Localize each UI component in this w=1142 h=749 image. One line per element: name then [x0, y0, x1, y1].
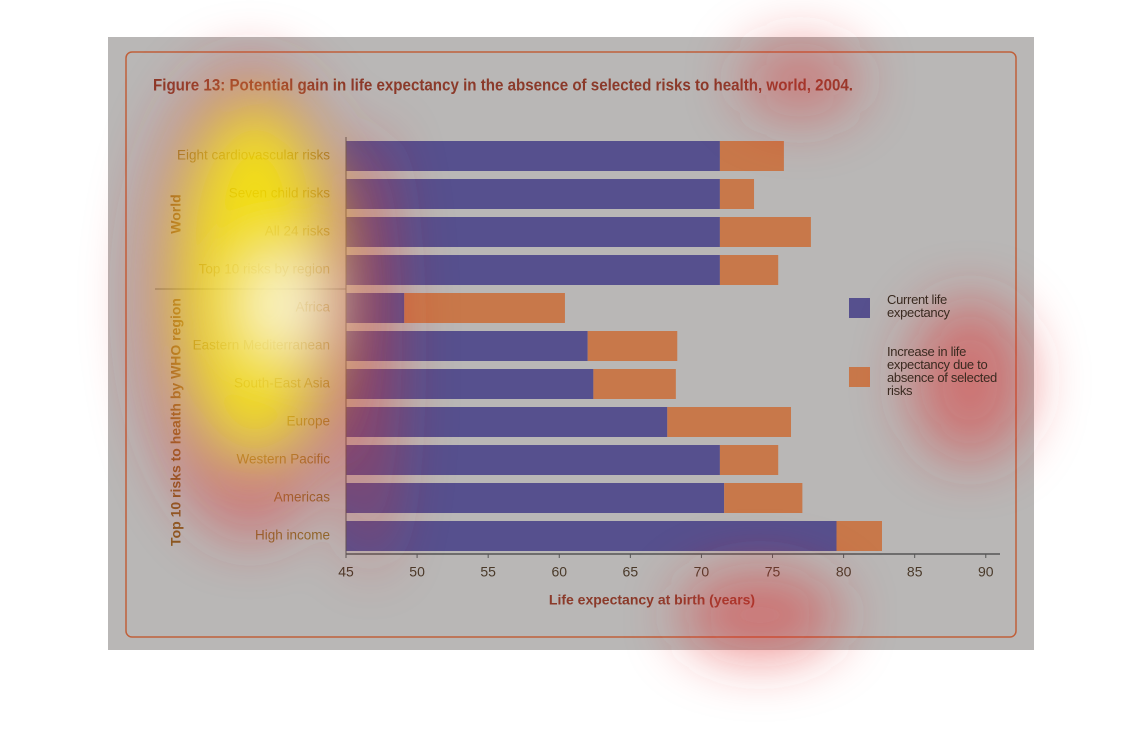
bar-segment: [719, 141, 784, 171]
x-tick-label: 65: [623, 564, 639, 580]
bar-segment: [346, 331, 588, 361]
x-tick-label: 55: [480, 564, 496, 580]
x-tick-label: 70: [694, 564, 710, 580]
bar-segment: [346, 407, 668, 437]
bar-segment: [719, 445, 779, 475]
bar-segment: [719, 217, 811, 247]
x-tick-label: 60: [551, 564, 567, 580]
bar-segment: [346, 255, 720, 285]
x-tick-label: 50: [409, 564, 425, 580]
y-tick-label: Western Pacific: [236, 452, 330, 467]
x-tick-label: 45: [338, 564, 354, 580]
bar-segment: [593, 369, 676, 399]
bar-segment: [836, 521, 882, 551]
x-axis-label: Life expectancy at birth (years): [549, 592, 755, 608]
legend-swatch: [849, 298, 870, 318]
x-tick-label: 90: [978, 564, 994, 580]
bar-segment: [346, 483, 725, 513]
y-tick-label: Top 10 risks by region: [199, 262, 330, 277]
legend-swatch: [849, 367, 870, 387]
y-tick-label: Europe: [286, 414, 330, 429]
legend-label: Increase in life expectancy due to absen…: [887, 344, 997, 398]
bar-segment: [719, 255, 779, 285]
bar-segment: [404, 293, 565, 323]
bar-segment: [667, 407, 792, 437]
bar-segment: [719, 179, 755, 209]
bar-segment: [346, 369, 594, 399]
bar-segment: [346, 141, 720, 171]
bar-segment: [346, 445, 720, 475]
bar-segment: [346, 179, 720, 209]
legend-label: Current life expectancy: [887, 292, 950, 320]
y-tick-label: High income: [255, 528, 330, 543]
y-tick-label: South-East Asia: [234, 376, 331, 391]
bar-segment: [346, 521, 837, 551]
x-tick-label: 80: [836, 564, 852, 580]
y-tick-label: All 24 risks: [265, 224, 331, 239]
y-tick-label: Seven child risks: [229, 186, 331, 201]
bar-segment: [724, 483, 803, 513]
chart-title: Figure 13: Potential gain in life expect…: [153, 75, 853, 94]
y-tick-label: Eight cardiovascular risks: [177, 148, 330, 163]
y-tick-label: Africa: [295, 300, 330, 315]
x-tick-label: 85: [907, 564, 923, 580]
x-tick-label: 75: [765, 564, 781, 580]
y-tick-label: Eastern Mediterranean: [193, 338, 330, 353]
bar-segment: [587, 331, 678, 361]
bar-segment: [346, 293, 405, 323]
bar-segment: [346, 217, 720, 247]
group-label: World: [168, 194, 184, 233]
group-label: Top 10 risks to health by WHO region: [168, 298, 184, 546]
y-tick-label: Americas: [274, 490, 331, 505]
